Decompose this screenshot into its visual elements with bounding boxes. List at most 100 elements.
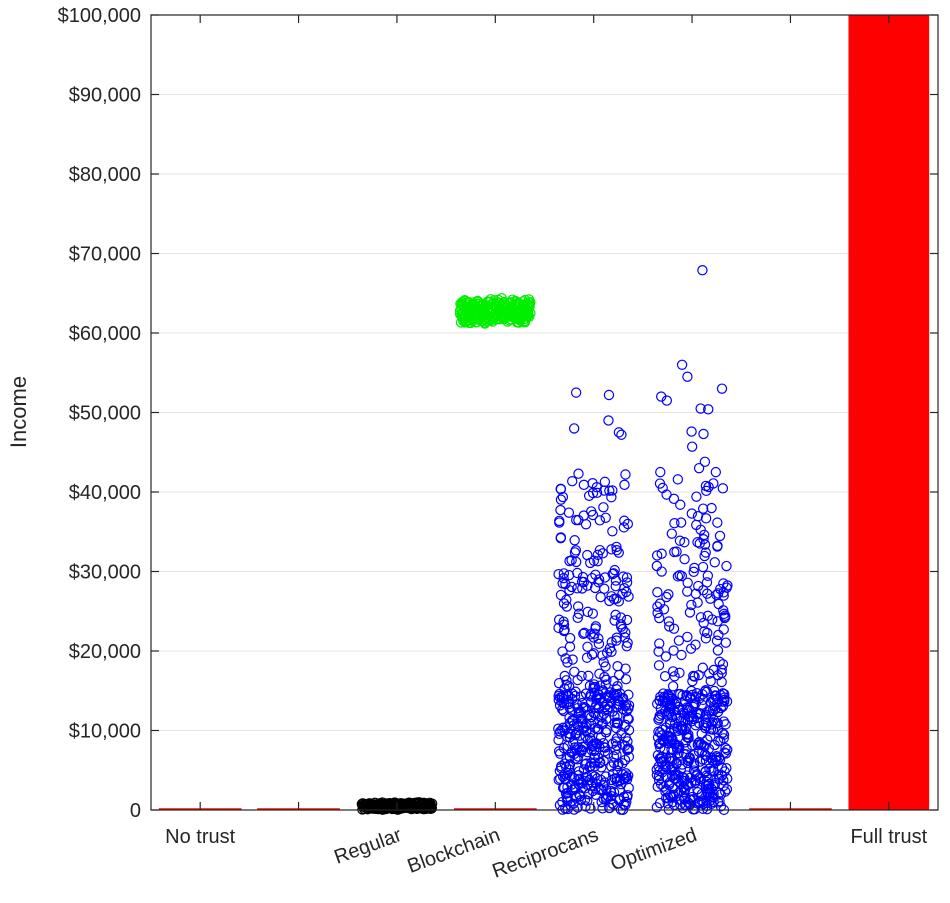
data-point xyxy=(708,765,719,776)
data-point xyxy=(708,478,719,489)
data-point xyxy=(561,675,572,686)
data-point xyxy=(695,612,707,623)
data-point xyxy=(593,638,605,650)
data-point xyxy=(679,537,690,548)
data-point xyxy=(616,429,627,440)
data-point xyxy=(590,722,601,734)
data-point xyxy=(586,735,597,746)
data-point xyxy=(668,623,680,634)
data-point xyxy=(614,784,625,796)
data-point xyxy=(572,601,584,612)
data-point xyxy=(666,791,677,803)
data-point xyxy=(572,567,583,579)
data-point xyxy=(679,554,690,565)
data-point xyxy=(714,530,726,542)
data-point xyxy=(584,761,595,773)
data-point xyxy=(619,721,630,732)
data-point xyxy=(580,519,592,530)
data-point xyxy=(699,626,710,637)
data-point xyxy=(702,627,713,639)
data-point xyxy=(597,697,609,709)
y-tick-label: $80,000 xyxy=(69,164,141,186)
data-point xyxy=(604,485,615,496)
data-point xyxy=(705,593,716,604)
y-tick-label: $90,000 xyxy=(69,85,141,107)
data-point xyxy=(578,764,590,775)
data-point xyxy=(621,577,633,588)
data-point xyxy=(612,680,623,692)
data-point xyxy=(712,517,723,528)
data-point xyxy=(561,752,572,764)
data-point xyxy=(580,801,591,812)
data-point xyxy=(689,562,700,574)
data-point xyxy=(684,607,696,618)
data-point xyxy=(718,696,730,707)
data-point xyxy=(555,532,567,543)
data-point xyxy=(573,766,585,777)
data-point xyxy=(606,646,617,658)
data-point xyxy=(577,583,588,594)
data-point xyxy=(582,606,593,618)
data-point xyxy=(676,359,688,370)
data-point xyxy=(659,670,671,682)
data-point xyxy=(579,627,590,638)
data-point xyxy=(553,614,565,625)
data-point xyxy=(569,535,580,546)
data-point xyxy=(701,577,713,588)
data-point xyxy=(576,716,588,727)
data-point xyxy=(617,588,628,600)
data-point xyxy=(566,779,577,790)
data-point xyxy=(623,743,634,754)
data-point xyxy=(620,673,632,685)
data-point xyxy=(557,578,568,589)
data-point xyxy=(596,712,607,723)
data-point xyxy=(608,593,620,605)
data-point xyxy=(578,479,590,491)
data-point xyxy=(598,502,609,513)
data-point xyxy=(684,692,695,704)
data-point xyxy=(623,751,635,762)
data-point xyxy=(695,524,706,536)
data-point xyxy=(700,513,712,524)
data-point xyxy=(462,314,474,326)
data-point xyxy=(564,555,575,567)
data-point xyxy=(620,663,631,674)
data-point xyxy=(570,387,582,398)
data-point xyxy=(574,773,585,785)
data-point xyxy=(610,581,621,592)
data-point xyxy=(657,696,669,707)
data-point xyxy=(609,564,620,576)
data-point xyxy=(667,789,679,801)
data-point xyxy=(623,700,635,711)
data-point xyxy=(705,675,716,687)
data-point xyxy=(559,758,570,769)
data-point xyxy=(651,560,663,572)
axis-ticks xyxy=(151,14,938,811)
data-point xyxy=(559,624,570,636)
data-point xyxy=(364,799,375,810)
data-point xyxy=(564,712,575,723)
data-point xyxy=(558,742,570,754)
data-point xyxy=(694,756,706,767)
data-point xyxy=(714,656,725,668)
data-point xyxy=(686,685,697,697)
data-point xyxy=(566,581,577,593)
data-point xyxy=(697,264,708,276)
data-point xyxy=(708,664,719,676)
y-tick-label: $60,000 xyxy=(69,323,141,345)
data-point xyxy=(691,687,703,699)
data-point xyxy=(664,621,675,632)
data-point xyxy=(699,456,711,467)
data-point xyxy=(698,617,709,629)
data-point xyxy=(691,712,703,724)
data-point xyxy=(595,591,606,603)
data-point xyxy=(655,466,666,478)
data-point xyxy=(608,751,620,762)
data-point xyxy=(594,668,605,679)
data-point xyxy=(701,485,712,497)
data-point xyxy=(611,773,623,784)
data-point xyxy=(679,773,690,784)
full-trust-bar-layer xyxy=(848,15,930,810)
data-point xyxy=(716,664,727,675)
